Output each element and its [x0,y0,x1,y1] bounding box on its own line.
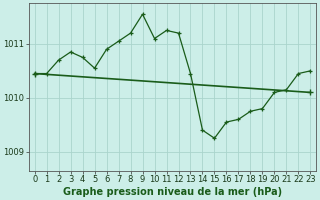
X-axis label: Graphe pression niveau de la mer (hPa): Graphe pression niveau de la mer (hPa) [63,187,282,197]
